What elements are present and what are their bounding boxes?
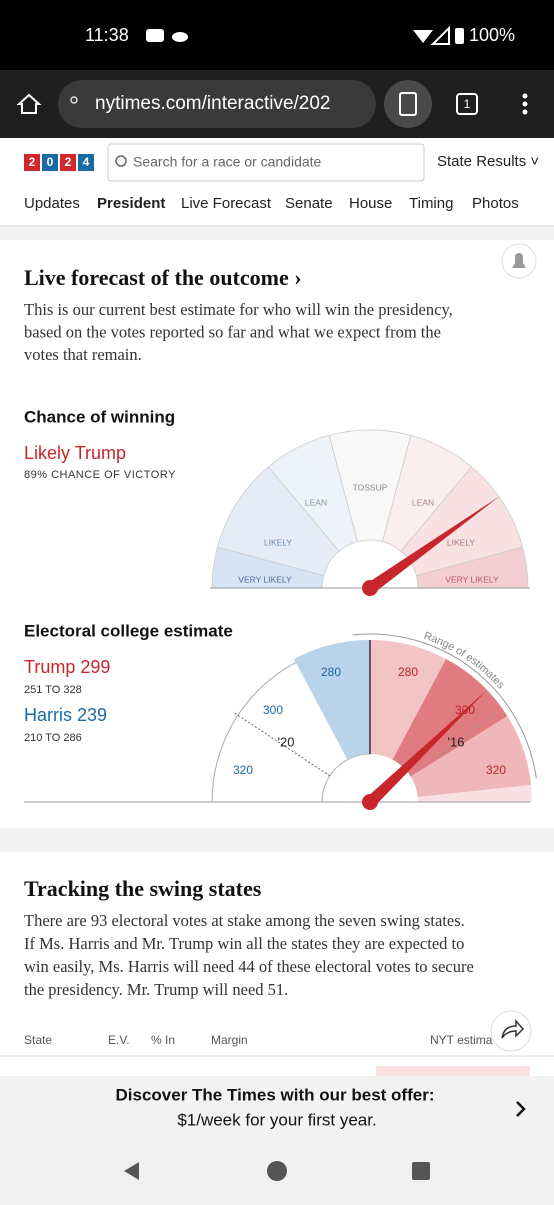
offer-banner[interactable] <box>0 1076 554 1143</box>
gauge-label: TOSSUP <box>353 482 388 492</box>
logo-box <box>78 154 94 171</box>
nav-link[interactable]: President <box>97 195 165 212</box>
logo-box <box>24 154 40 171</box>
harris-tick: 320 <box>233 763 253 777</box>
harris-wedge <box>293 640 370 760</box>
gauge-label: VERY LIKELY <box>445 574 499 584</box>
reader-icon <box>399 92 417 116</box>
gauge-label: LEAN <box>412 497 434 507</box>
swing-description: There are 93 electoral votes at stake am… <box>24 911 465 930</box>
past-2016: '16 <box>448 734 465 749</box>
trump-estimate: Trump 299 <box>24 657 110 677</box>
column-header: Margin <box>211 1033 248 1047</box>
cloud-icon <box>172 32 188 42</box>
yt-icon <box>146 29 164 42</box>
offer-line-1: Discover The Times with our best offer: <box>116 1085 435 1104</box>
reader-button[interactable] <box>384 80 432 128</box>
needle-hub <box>362 794 378 810</box>
forecast-description: based on the votes reported so far and w… <box>24 322 441 341</box>
estimate-cell <box>376 1066 530 1078</box>
bell-icon <box>512 253 526 268</box>
column-header: NYT estima <box>430 1033 493 1047</box>
chance-heading: Chance of winning <box>24 407 175 426</box>
time: 11:38 <box>85 25 129 45</box>
trump-tick: 320 <box>486 763 506 777</box>
needle <box>366 496 500 593</box>
trump-wedge <box>370 640 447 760</box>
logo-box <box>60 154 76 171</box>
back-button[interactable] <box>124 1162 139 1180</box>
leader: Likely Trump <box>24 443 126 463</box>
harris-tick: 280 <box>321 665 341 679</box>
range-arc <box>352 633 537 779</box>
home-nav-button[interactable] <box>267 1161 287 1181</box>
tabs-button[interactable] <box>456 93 478 115</box>
forecast-description: votes that remain. <box>24 345 142 364</box>
search-icon <box>115 155 127 167</box>
column-header: E.V. <box>108 1033 130 1047</box>
search-placeholder: Search for a race or candidate <box>133 154 322 170</box>
trump-wedge <box>392 658 508 777</box>
nav-link[interactable]: Updates <box>24 195 80 212</box>
leader-chance: 89% CHANCE OF VICTORY <box>24 469 176 481</box>
signal-icon <box>430 25 450 45</box>
trump-tick: 280 <box>398 665 418 679</box>
electoral-heading: Electoral college estimate <box>24 621 233 640</box>
logo-digit: 2 <box>29 155 36 169</box>
site-icon <box>70 96 78 104</box>
needle-hub <box>362 580 378 596</box>
trump-wedge <box>417 785 532 802</box>
nav-link[interactable]: House <box>349 195 392 212</box>
tab-count: 1 <box>464 97 471 111</box>
logo-digit: 4 <box>83 155 90 169</box>
past-2020-line <box>232 711 331 777</box>
swing-description: If Ms. Harris and Mr. Trump win all the … <box>24 934 464 953</box>
column-header: % In <box>151 1033 175 1047</box>
nav-link[interactable]: Senate <box>285 195 333 212</box>
harris-tick: 300 <box>263 703 283 717</box>
gauge-label: LEAN <box>305 497 327 507</box>
share-icon <box>501 1019 525 1039</box>
battery: 100% <box>469 25 515 45</box>
gauge-label: LIKELY <box>264 537 293 547</box>
swing-card <box>0 852 554 1082</box>
logo-digit: 0 <box>47 155 54 169</box>
column-header: State <box>24 1033 52 1047</box>
state-results[interactable]: State Results ˅ <box>437 153 539 170</box>
harris-range: 210 TO 286 <box>24 732 82 744</box>
nav-link[interactable]: Photos <box>472 195 519 212</box>
forecast-title[interactable]: Live forecast of the outcome › <box>24 265 302 290</box>
trump-range: 251 TO 328 <box>24 684 82 696</box>
home-button[interactable] <box>16 93 42 114</box>
wifi-icon <box>413 30 433 43</box>
swing-title: Tracking the swing states <box>24 876 262 901</box>
swing-description: the presidency. Mr. Trump will need 51. <box>24 980 288 999</box>
gauge-label: LIKELY <box>447 537 476 547</box>
logo-digit: 2 <box>65 155 72 169</box>
url: nytimes.com/interactive/202 <box>95 93 331 114</box>
offer-line-2: $1/week for your first year. <box>177 1110 376 1129</box>
url-bar[interactable] <box>58 80 376 128</box>
harris-estimate: Harris 239 <box>24 705 107 725</box>
menu-button[interactable] <box>522 93 528 115</box>
battery-icon <box>455 28 464 44</box>
swing-description: win easily, Ms. Harris will need 44 of t… <box>24 957 474 976</box>
trump-wedge <box>410 716 532 797</box>
needle <box>366 690 487 807</box>
past-2020: '20 <box>278 734 295 749</box>
nav-link[interactable]: Timing <box>409 195 453 212</box>
search-box[interactable] <box>107 143 425 182</box>
recents-button[interactable] <box>412 1162 430 1180</box>
offer-arrow <box>516 1101 526 1117</box>
nav-link[interactable]: Live Forecast <box>181 195 272 212</box>
gauge-label: VERY LIKELY <box>238 574 292 584</box>
forecast-description: This is our current best estimate for wh… <box>24 300 453 319</box>
logo-box <box>42 154 58 171</box>
